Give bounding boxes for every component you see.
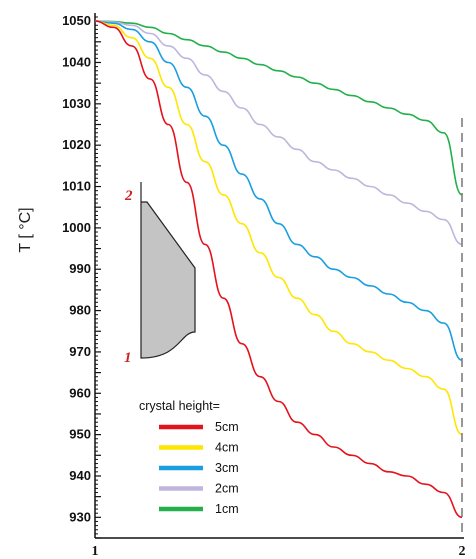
legend-label: 4cm: [215, 441, 239, 455]
legend-label: 2cm: [215, 482, 239, 496]
x-tick-label: 2: [459, 544, 466, 559]
y-tick-label: 940: [69, 468, 91, 483]
series-lines: [94, 20, 463, 519]
crystal-profile-shape: [140, 182, 196, 359]
y-tick-label: 960: [69, 385, 91, 400]
x-tick-label: 1: [92, 544, 99, 559]
y-tick-label: 930: [69, 509, 91, 524]
y-tick-label: 1020: [62, 137, 91, 152]
y-tick-label: 1050: [62, 13, 91, 28]
legend-label: 3cm: [215, 461, 239, 475]
y-axis: 930 940 950 960 970 980 990 1000 1010 1020 1030 104…: [62, 13, 101, 539]
legend-label: 1cm: [215, 502, 239, 516]
y-tick-label: 1000: [62, 220, 91, 235]
series-line-5cm: [94, 20, 463, 519]
crystal-profile-sketch: 2 1: [124, 182, 196, 366]
y-tick-label: 1030: [62, 96, 91, 111]
series-line-2cm: [94, 20, 463, 246]
series-line-4cm: [94, 20, 463, 436]
point-1-label: 1: [124, 350, 132, 366]
y-tick-label: 990: [69, 261, 91, 276]
legend-label: 5cm: [215, 420, 239, 434]
series-line-1cm: [94, 20, 463, 196]
y-tick-label: 950: [69, 427, 91, 442]
legend: crystal height= 5cm 4cm 3cm 2cm 1cm: [139, 399, 239, 516]
legend-title: crystal height=: [139, 399, 220, 413]
point-2-label: 2: [124, 188, 133, 204]
y-axis-label: T [ °C]: [17, 207, 34, 252]
y-tick-label: 980: [69, 303, 91, 318]
y-tick-label: 1040: [62, 54, 91, 69]
series-line-3cm: [94, 20, 463, 361]
y-tick-label: 1010: [62, 179, 91, 194]
y-tick-label: 970: [69, 344, 91, 359]
